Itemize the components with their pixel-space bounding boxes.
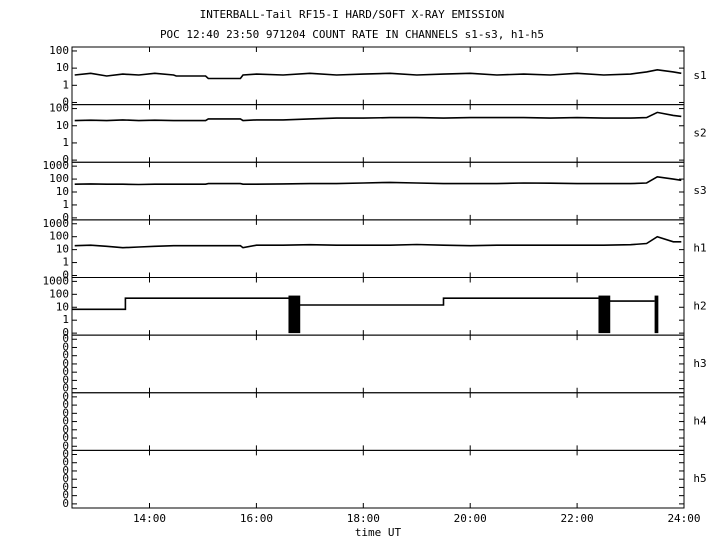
y-tick-label: 10 (56, 119, 69, 132)
y-tick-label: 0 (62, 431, 69, 444)
chart-subtitle: POC 12:40 23:50 971204 COUNT RATE IN CHA… (160, 28, 544, 41)
burst (654, 295, 659, 334)
y-tick-label: 0 (62, 349, 69, 362)
y-tick-label: 0 (62, 95, 69, 108)
y-tick-label: 1000 (43, 159, 70, 172)
panel-label: s1 (693, 69, 706, 82)
y-tick-label: 0 (62, 211, 69, 224)
y-tick-label: 1 (62, 313, 69, 326)
y-tick-label: 100 (49, 44, 69, 57)
y-tick-label: 100 (49, 172, 69, 185)
y-tick-label: 0 (62, 497, 69, 510)
panel-label: s2 (693, 126, 706, 139)
x-tick-label: 20:00 (454, 512, 487, 525)
panel-label: s3 (693, 184, 706, 197)
y-tick-label: 0 (62, 423, 69, 436)
y-tick-label: 0 (62, 382, 69, 395)
burst (598, 295, 611, 334)
y-tick-label: 10 (56, 61, 69, 74)
y-tick-label: 0 (62, 472, 69, 485)
y-tick-label: 100 (49, 102, 69, 115)
chart-title: INTERBALL-Tail RF15-I HARD/SOFT X-RAY EM… (200, 8, 505, 21)
y-tick-label: 0 (62, 373, 69, 386)
y-tick-label: 10 (56, 300, 69, 313)
y-tick-label: 0 (62, 153, 69, 166)
panel-label: h2 (693, 299, 706, 312)
y-tick-label: 1 (62, 136, 69, 149)
panel-label: h5 (693, 472, 706, 485)
x-tick-label: 22:00 (561, 512, 594, 525)
y-tick-label: 1000 (43, 217, 70, 230)
y-tick-label: 0 (62, 439, 69, 452)
y-tick-label: 0 (62, 447, 69, 460)
y-tick-label: 0 (62, 340, 69, 353)
panel-label: h4 (693, 415, 707, 428)
y-tick-label: 0 (62, 268, 69, 281)
y-tick-label: 0 (62, 480, 69, 493)
y-tick-label: 10 (56, 243, 69, 256)
y-tick-label: 0 (62, 357, 69, 370)
panel-label: h1 (693, 242, 706, 255)
y-tick-label: 100 (49, 287, 69, 300)
x-axis-label: time UT (355, 526, 402, 539)
y-tick-label: 0 (62, 464, 69, 477)
y-tick-label: 1 (62, 78, 69, 91)
y-tick-label: 1 (62, 198, 69, 211)
data-line (74, 175, 682, 186)
x-tick-label: 14:00 (133, 512, 166, 525)
y-tick-label: 100 (49, 230, 69, 243)
y-tick-label: 0 (62, 406, 69, 419)
y-tick-label: 1000 (43, 274, 70, 287)
y-tick-label: 10 (56, 185, 69, 198)
x-tick-label: 18:00 (347, 512, 380, 525)
y-tick-label: 0 (62, 332, 69, 345)
y-tick-label: 1 (62, 256, 69, 269)
y-tick-label: 0 (62, 365, 69, 378)
panel-label: h3 (693, 357, 706, 370)
y-tick-label: 0 (62, 326, 69, 339)
data-line (74, 111, 682, 122)
data-line (74, 235, 682, 249)
x-tick-label: 24:00 (667, 512, 700, 525)
y-tick-label: 0 (62, 489, 69, 502)
burst (288, 295, 301, 334)
x-tick-label: 16:00 (240, 512, 273, 525)
y-tick-label: 0 (62, 415, 69, 428)
y-tick-label: 0 (62, 456, 69, 469)
y-tick-label: 0 (62, 390, 69, 403)
data-line (74, 68, 682, 80)
y-tick-label: 0 (62, 398, 69, 411)
